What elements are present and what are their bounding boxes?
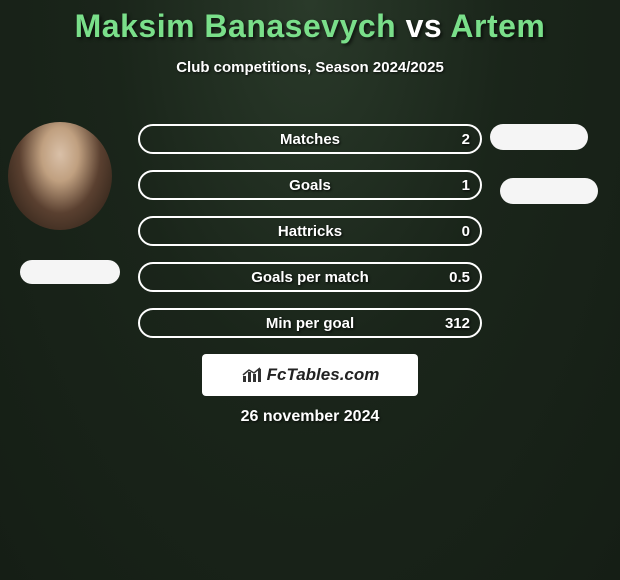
stat-label: Matches [140,131,480,148]
title-player1: Maksim Banasevych [75,8,397,44]
placeholder-pill [490,124,588,150]
title-player2: Artem [450,8,545,44]
player1-avatar [8,122,112,230]
stat-row: Matches2 [138,124,482,154]
snapshot-date: 26 november 2024 [0,408,620,426]
stat-row: Min per goal312 [138,308,482,338]
stat-label: Hattricks [140,223,480,240]
stat-row: Goals1 [138,170,482,200]
placeholder-pill [20,260,120,284]
brand-text: FcTables.com [267,365,380,385]
comparison-title: Maksim Banasevych vs Artem [0,0,620,45]
stat-left-value: 0.5 [449,269,470,286]
brand-badge: FcTables.com [202,354,418,396]
stat-label: Goals [140,177,480,194]
stat-row: Hattricks0 [138,216,482,246]
stats-table: Matches2Goals1Hattricks0Goals per match0… [138,124,482,354]
stat-left-value: 0 [462,223,470,240]
stat-label: Goals per match [140,269,480,286]
title-vs: vs [396,8,450,44]
stat-label: Min per goal [140,315,480,332]
stat-left-value: 2 [462,131,470,148]
placeholder-pill [500,178,598,204]
comparison-subtitle: Club competitions, Season 2024/2025 [0,59,620,76]
stat-left-value: 312 [445,315,470,332]
stat-left-value: 1 [462,177,470,194]
stat-row: Goals per match0.5 [138,262,482,292]
chart-icon [241,366,263,384]
